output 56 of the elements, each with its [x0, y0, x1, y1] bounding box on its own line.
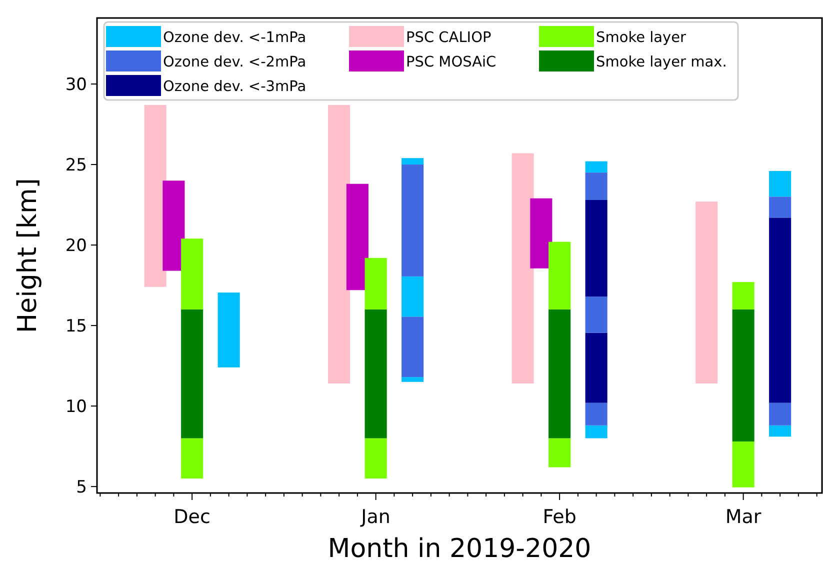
- y-axis-title: Height [km]: [13, 178, 43, 333]
- legend-label: Smoke layer: [596, 30, 686, 46]
- bar: [732, 282, 754, 310]
- bar: [144, 104, 166, 287]
- bar: [512, 153, 534, 384]
- y-tick-label: 30: [65, 74, 87, 95]
- x-tick-label: Feb: [542, 506, 576, 528]
- bar: [402, 316, 424, 378]
- bar: [328, 104, 350, 384]
- bar: [769, 170, 792, 197]
- bar: [732, 309, 754, 442]
- x-tick-label: Mar: [725, 506, 762, 528]
- y-tick-label: 25: [65, 155, 87, 176]
- bar: [402, 377, 424, 382]
- bar: [181, 238, 204, 310]
- bar: [364, 438, 387, 479]
- bar: [218, 292, 240, 368]
- bar: [585, 332, 608, 403]
- bar: [162, 180, 185, 271]
- bar: [402, 164, 424, 276]
- bar: [769, 402, 792, 426]
- bar: [585, 296, 608, 333]
- y-tick-label: 20: [65, 236, 87, 256]
- legend-label: Smoke layer max.: [596, 54, 727, 71]
- bar: [585, 161, 608, 173]
- legend-label: Ozone dev. <-1mPa: [163, 30, 306, 46]
- bar: [402, 276, 424, 317]
- legend-label: PSC MOSAiC: [406, 54, 496, 71]
- bar: [181, 309, 204, 438]
- bar: [364, 258, 387, 310]
- legend-label: PSC CALIOP: [406, 30, 492, 46]
- x-tick-label: Dec: [174, 506, 210, 528]
- bar: [769, 218, 792, 403]
- bar: [181, 438, 204, 479]
- bar: [732, 441, 754, 488]
- bar: [548, 438, 571, 468]
- bar: [769, 196, 792, 218]
- bar: [402, 158, 424, 165]
- legend-label: Ozone dev. <-2mPa: [163, 54, 306, 71]
- bar: [346, 184, 368, 290]
- bar: [548, 309, 571, 438]
- bar: [585, 200, 608, 297]
- bar: [585, 402, 608, 426]
- y-tick-label: 5: [76, 478, 87, 498]
- y-tick-label: 10: [65, 397, 87, 417]
- bar: [769, 425, 792, 437]
- bar: [696, 202, 718, 384]
- x-tick-label: Jan: [360, 506, 390, 528]
- x-axis-title: Month in 2019-2020: [328, 534, 592, 564]
- y-tick-label: 15: [65, 316, 87, 336]
- bar: [585, 172, 608, 200]
- bar: [548, 242, 571, 310]
- legend-label: Ozone dev. <-3mPa: [163, 79, 306, 96]
- bar: [364, 309, 387, 438]
- bar: [530, 198, 552, 268]
- bar: [585, 425, 608, 438]
